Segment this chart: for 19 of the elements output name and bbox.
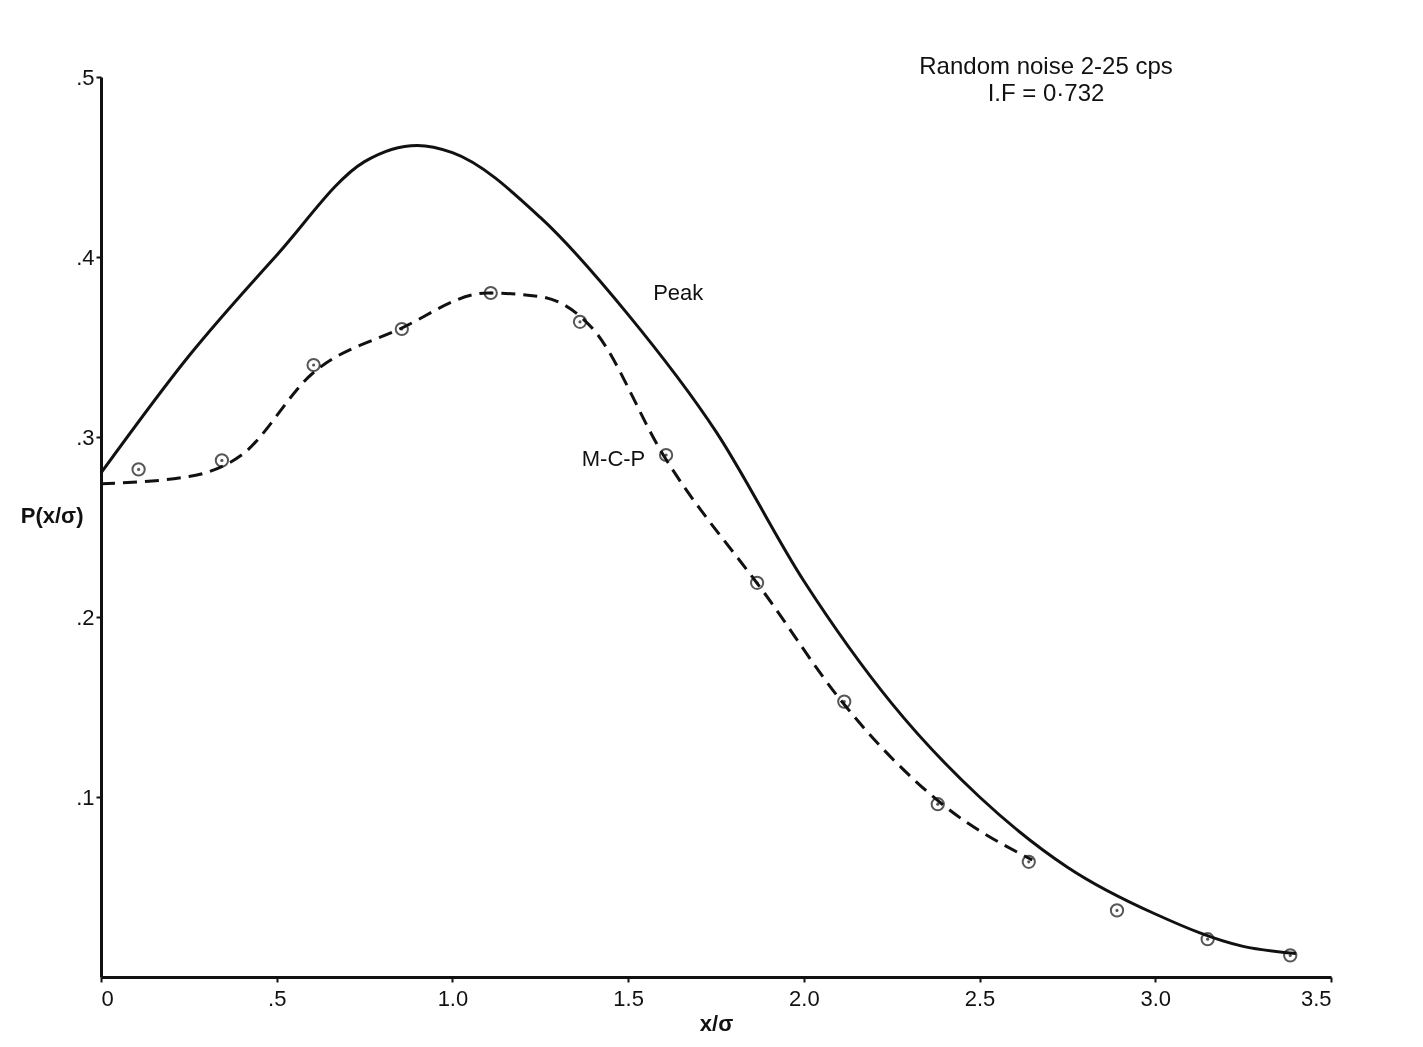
- series-label: Peak: [653, 279, 705, 305]
- chart-subtitle: I.F = 0·732: [987, 79, 1105, 106]
- y-tick-label: .1: [76, 784, 95, 810]
- y-tick-label: .3: [76, 424, 95, 450]
- chart-title: Random noise 2-25 cps: [919, 52, 1173, 79]
- x-tick-label: 2.0: [789, 985, 820, 1011]
- x-tick-label: 1.0: [437, 985, 469, 1011]
- x-tick-label: 2.5: [964, 985, 996, 1011]
- y-tick-label: .2: [76, 604, 95, 630]
- x-tick-label: 3.5: [1300, 985, 1332, 1011]
- y-axis-title: P(x/σ): [20, 502, 84, 528]
- series-label: M-C-P: [581, 446, 646, 471]
- x-tick-label: 3.0: [1140, 985, 1172, 1011]
- x-tick-label: .5: [268, 985, 287, 1011]
- y-tick-label: .4: [76, 244, 95, 270]
- x-tick-label: 1.5: [613, 985, 644, 1011]
- x-axis-title: x/σ: [699, 1010, 734, 1036]
- x-tick-label: 0: [101, 985, 114, 1011]
- y-tick-label: .5: [76, 64, 95, 90]
